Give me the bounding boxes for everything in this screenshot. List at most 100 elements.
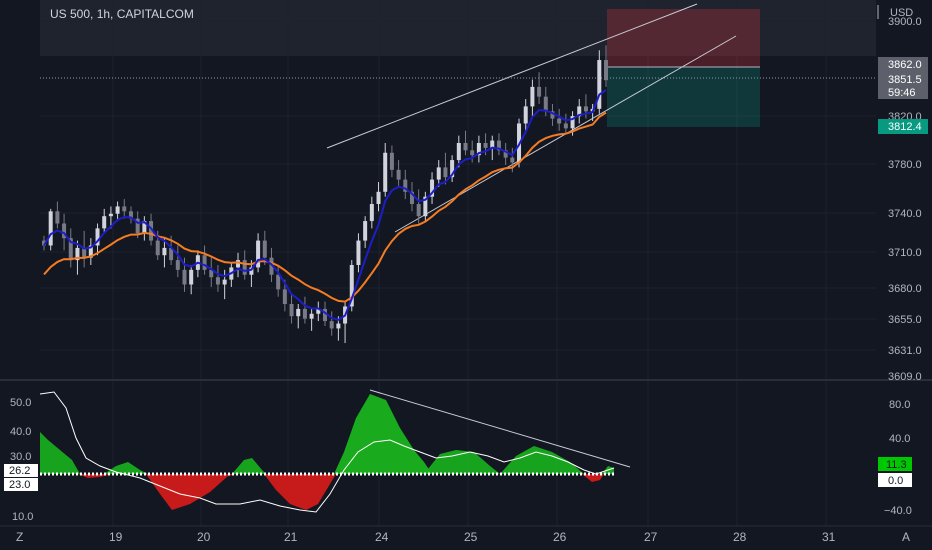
time-label: 20 [197,530,211,544]
candle-down [329,321,334,329]
osc-left-badge [4,478,38,491]
candle-down [483,142,488,148]
price-tick: 3710.0 [888,247,922,259]
candle-up [423,196,428,217]
candle-up [115,206,120,214]
position-price-text: 3862.0 [888,59,922,71]
price-tick: 3680.0 [888,283,922,295]
candle-down [416,203,421,217]
ma-value-badge [878,119,928,134]
candle-down [175,260,180,270]
candle-down [463,142,468,151]
candle-down [503,150,508,158]
candle-up [356,240,361,265]
candle-up [570,116,575,129]
candle-down [182,269,187,285]
candle-up [316,308,321,314]
candle-down [62,223,67,239]
candle-up [75,247,80,261]
candle-up [363,221,368,241]
candle-up [376,191,381,204]
candle-down [557,118,562,124]
candle-up [450,160,455,178]
osc-right-badge [878,473,912,487]
candle-up [88,245,93,258]
stop-loss-zone[interactable] [607,9,760,67]
candle-up [336,323,341,329]
price-axis[interactable]: 3900.0 3820.0 3780.0 3740.0 3710.0 3680.… [888,16,922,383]
candle-up [256,240,261,268]
candle-up [530,86,535,107]
osc-neg-area [582,474,604,482]
candle-up [369,203,374,222]
osc-neg-area [146,474,236,510]
candle-down [470,150,475,156]
a-icon[interactable]: A [902,530,910,544]
candle-up [309,313,314,319]
candle-down [276,274,281,290]
osc-right-badge-text: 11.3 [886,459,907,471]
candle-up [162,247,167,256]
price-tick: 3655.0 [888,314,922,326]
candle-down [135,218,140,234]
candle-up [296,308,301,317]
osc-right-tick: 40.0 [889,433,910,445]
time-axis[interactable]: 19 20 21 24 25 26 27 28 31 [109,530,836,544]
candle-down [202,255,207,270]
take-profit-zone[interactable] [607,67,760,127]
price-tick: 3609.0 [888,371,922,383]
candle-up [236,260,241,268]
candle-down [510,157,515,163]
price-tick: 3780.0 [888,159,922,171]
ma-value-text: 3812.4 [888,121,922,133]
slow-moving-average-line [43,111,607,303]
candle-down [82,247,87,258]
candle-down [409,191,414,204]
candle-up [383,152,388,192]
candle-down [289,304,294,317]
candle-up [349,264,354,307]
candle-up [436,167,441,180]
osc-left-badge-text: 23.0 [9,479,30,491]
osc-trendline[interactable] [369,389,631,468]
candle-up [249,267,254,275]
candle-up [189,269,194,285]
candle-up [490,140,495,148]
candle-down [302,308,307,319]
channel-upper-trendline[interactable] [326,3,698,149]
candle-down [55,211,60,224]
candle-down [443,167,448,178]
candle-up [222,279,227,285]
osc-left-tick: 30.0 [10,451,31,463]
osc-left-badge-text: 26.2 [9,465,30,477]
last-price-badge [878,72,928,99]
candle-down [543,96,548,112]
oscillator-pane [39,389,631,513]
time-label: 21 [284,530,298,544]
osc-right-badge [878,457,912,471]
chart-title: US 500, 1h, CAPITALCOM [50,7,194,21]
candle-down [403,179,408,192]
position-price-badge [878,57,928,72]
osc-pos-area [334,394,432,474]
candle-up [597,60,602,109]
candle-down [42,240,46,246]
time-label: 27 [644,530,658,544]
candle-down [149,221,154,241]
candle-down [550,111,555,119]
signal-line [39,391,615,513]
osc-pos-area [500,446,584,474]
osc-pos-area [40,432,80,474]
osc-pos-area [232,458,266,474]
osc-left-tick: 40.0 [10,426,31,438]
time-label: 26 [553,530,567,544]
time-label: 19 [109,530,123,544]
osc-pos-area [424,450,500,474]
candle-down [68,238,73,261]
candle-down [269,257,274,275]
currency-label: USD [890,7,913,19]
osc-right-tick: 80.0 [889,399,910,411]
z-icon[interactable]: Z [16,530,23,544]
candle-down [496,140,501,151]
